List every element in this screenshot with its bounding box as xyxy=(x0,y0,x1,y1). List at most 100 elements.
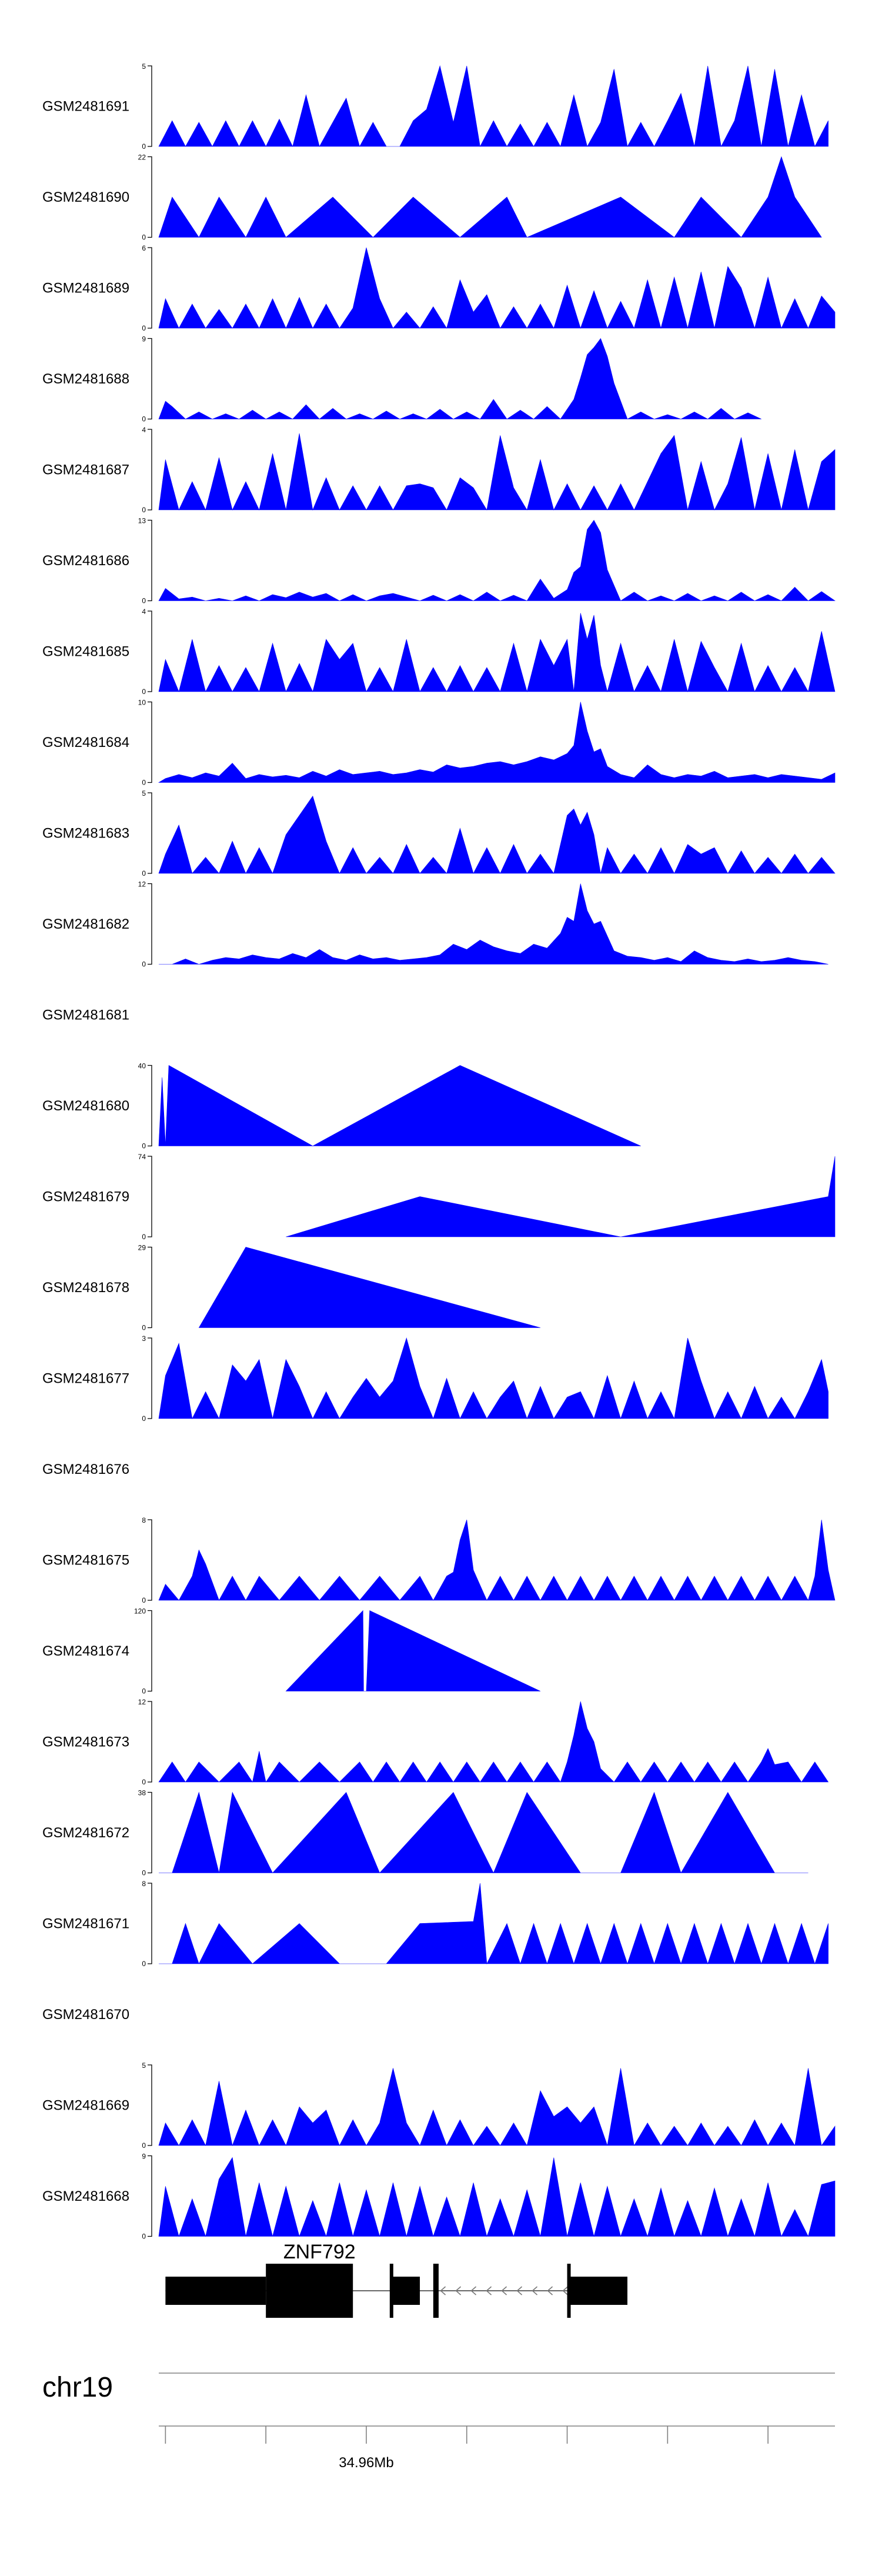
track-GSM2481671: GSM2481671 8 0 xyxy=(42,1880,828,1968)
y-max-tick-label: 9 xyxy=(142,335,146,343)
coverage-area xyxy=(158,338,761,419)
y-axis xyxy=(148,1337,152,1419)
y-zero-tick-label: 0 xyxy=(142,779,146,787)
y-zero-tick-label: 0 xyxy=(142,1869,146,1877)
coverage-area xyxy=(159,1791,808,1874)
coverage-area xyxy=(158,1337,828,1419)
y-max-tick-label: 13 xyxy=(138,517,146,525)
y-max-tick-label: 29 xyxy=(138,1244,146,1252)
gene-exon-cds xyxy=(389,2264,393,2318)
track-label: GSM2481672 xyxy=(42,1825,129,1841)
track-GSM2481687: GSM2481687 4 0 xyxy=(42,426,836,514)
track-label: GSM2481669 xyxy=(42,2098,129,2114)
coverage-area xyxy=(285,1610,541,1691)
track-label: GSM2481686 xyxy=(42,553,129,569)
y-zero-tick-label: 0 xyxy=(142,688,146,696)
y-zero-tick-label: 0 xyxy=(142,1324,146,1332)
strand-chevron xyxy=(470,2286,477,2295)
y-axis xyxy=(148,247,152,329)
coverage-area xyxy=(158,2157,836,2237)
gene-exon-utr xyxy=(165,2277,266,2305)
track-label: GSM2481685 xyxy=(42,644,129,660)
coverage-tracks: GSM248169150GSM2481690220GSM248168960GSM… xyxy=(42,62,836,2241)
track-label: GSM2481676 xyxy=(42,1461,129,1477)
track-GSM2481680: GSM2481680 40 0 xyxy=(42,1062,641,1150)
y-axis xyxy=(148,701,152,783)
y-zero-tick-label: 0 xyxy=(142,142,146,151)
coverage-area xyxy=(158,519,836,601)
y-zero-tick-label: 0 xyxy=(142,233,146,242)
y-max-tick-label: 3 xyxy=(142,1334,146,1343)
gene-exon-cds xyxy=(567,2264,571,2318)
y-axis xyxy=(148,610,152,692)
y-zero-tick-label: 0 xyxy=(142,1233,146,1241)
y-zero-tick-label: 0 xyxy=(142,1596,146,1604)
gene-exons xyxy=(165,2264,628,2318)
track-label: GSM2481684 xyxy=(42,735,129,750)
coverage-area xyxy=(286,1156,836,1237)
y-axis xyxy=(148,2155,152,2237)
track-GSM2481668: GSM2481668 9 0 xyxy=(42,2153,836,2241)
track-GSM2481690: GSM2481690 22 0 xyxy=(42,154,822,242)
y-max-tick-label: 4 xyxy=(142,426,146,434)
y-axis xyxy=(148,1610,152,1692)
y-max-tick-label: 5 xyxy=(142,2061,146,2070)
y-max-tick-label: 12 xyxy=(138,880,146,889)
y-zero-tick-label: 0 xyxy=(142,597,146,605)
y-zero-tick-label: 0 xyxy=(142,1960,146,1968)
track-GSM2481670: GSM2481670 xyxy=(42,2007,129,2023)
track-label: GSM2481674 xyxy=(42,1643,129,1659)
y-zero-tick-label: 0 xyxy=(142,869,146,877)
track-GSM2481683: GSM2481683 5 0 xyxy=(42,789,836,877)
track-GSM2481669: GSM2481669 5 0 xyxy=(42,2061,836,2150)
coverage-area xyxy=(159,883,828,965)
gene-exon-cds xyxy=(433,2264,439,2318)
chromosome-label: chr19 xyxy=(42,2372,113,2403)
track-GSM2481675: GSM2481675 8 0 xyxy=(42,1516,836,1604)
y-max-tick-label: 10 xyxy=(138,699,146,707)
y-zero-tick-label: 0 xyxy=(142,2141,146,2150)
coverage-area xyxy=(158,1519,836,1601)
track-label: GSM2481675 xyxy=(42,1553,129,1569)
track-label: GSM2481678 xyxy=(42,1280,129,1296)
y-max-tick-label: 38 xyxy=(138,1789,146,1797)
y-max-tick-label: 22 xyxy=(138,154,146,162)
y-axis xyxy=(148,429,152,510)
coverage-area xyxy=(158,247,836,329)
strand-chevron xyxy=(532,2286,538,2295)
track-GSM2481679: GSM2481679 74 0 xyxy=(42,1153,836,1241)
y-axis xyxy=(148,883,152,965)
coverage-area xyxy=(158,65,828,147)
y-max-tick-label: 9 xyxy=(142,2153,146,2161)
track-label: GSM2481668 xyxy=(42,2188,129,2204)
y-max-tick-label: 5 xyxy=(142,62,146,71)
y-axis xyxy=(148,1065,152,1147)
y-axis xyxy=(148,2064,152,2146)
coverage-area xyxy=(158,1065,641,1146)
track-label: GSM2481689 xyxy=(42,281,129,296)
genome-axis-tick-label: 34.96Mb xyxy=(339,2455,393,2471)
y-max-tick-label: 120 xyxy=(134,1607,146,1616)
strand-chevron xyxy=(501,2286,507,2295)
track-label: GSM2481690 xyxy=(42,189,129,205)
track-GSM2481684: GSM2481684 10 0 xyxy=(42,699,836,787)
y-axis xyxy=(148,1519,152,1601)
y-max-tick-label: 40 xyxy=(138,1062,146,1070)
track-GSM2481691: GSM2481691 5 0 xyxy=(42,62,828,151)
coverage-area xyxy=(158,433,836,511)
track-GSM2481673: GSM2481673 12 0 xyxy=(42,1698,829,1786)
y-axis xyxy=(148,1701,152,1783)
strand-chevron xyxy=(440,2286,446,2295)
gene-exon-cds xyxy=(266,2264,353,2318)
gene-exon-utr xyxy=(570,2277,628,2305)
track-GSM2481686: GSM2481686 13 0 xyxy=(42,517,836,605)
y-axis xyxy=(148,1883,152,1964)
track-label: GSM2481688 xyxy=(42,371,129,387)
track-GSM2481676: GSM2481676 xyxy=(42,1461,129,1477)
y-max-tick-label: 5 xyxy=(142,789,146,798)
track-GSM2481681: GSM2481681 xyxy=(42,1007,129,1023)
coverage-area xyxy=(158,795,836,874)
strand-chevron xyxy=(455,2286,462,2295)
genome-axis: chr19 34.96Mb xyxy=(42,2372,835,2471)
track-GSM2481674: GSM2481674 120 0 xyxy=(42,1607,541,1696)
